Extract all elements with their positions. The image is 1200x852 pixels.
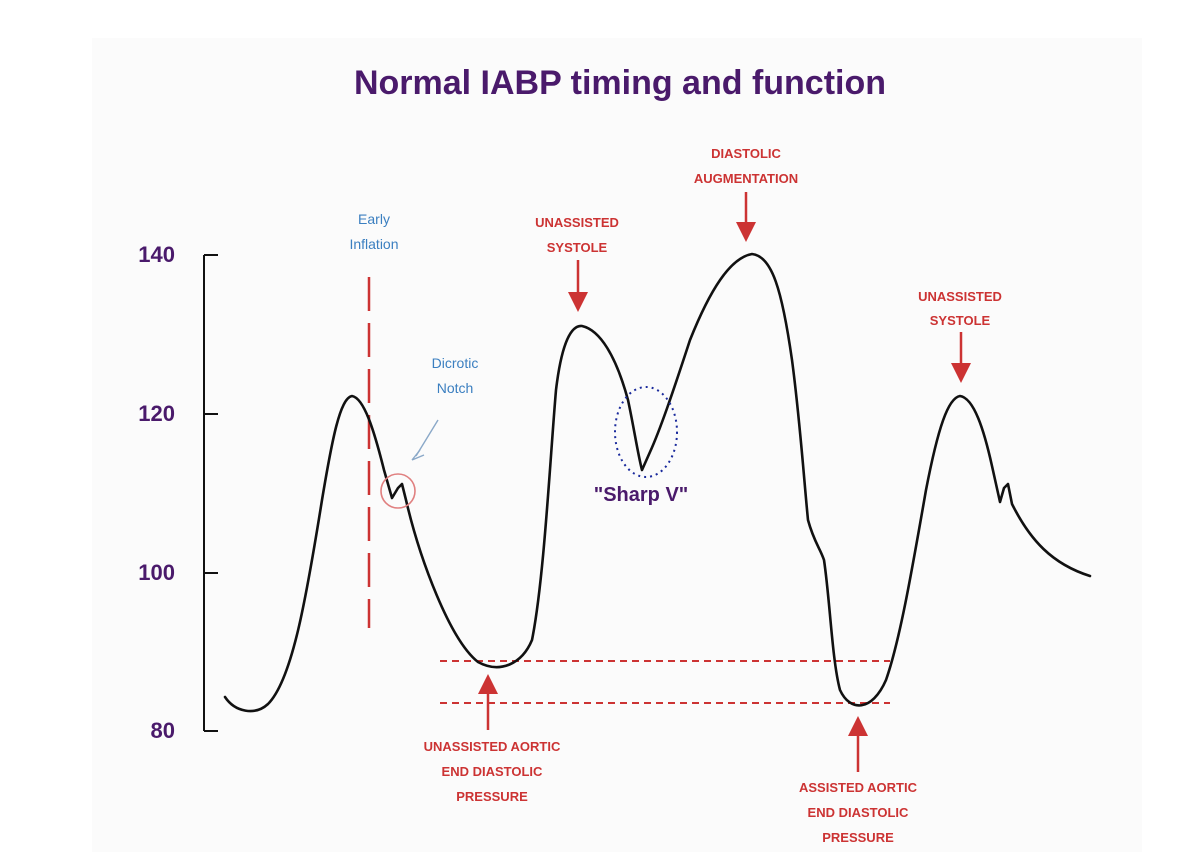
diastolic-augmentation-label-line2: AUGMENTATION: [694, 171, 798, 186]
early-inflation-label-line1: Early: [358, 211, 390, 227]
assisted-edp-label-line1: ASSISTED AORTIC: [799, 780, 918, 795]
unassisted-systole-1-label-line1: UNASSISTED: [535, 215, 619, 230]
diagram-title: Normal IABP timing and function: [354, 64, 886, 102]
arterial-pressure-waveform: [223, 252, 1092, 713]
dicrotic-notch-circle: [380, 473, 416, 509]
sharp-v-dotted-ellipse: [614, 386, 678, 478]
diastolic-augmentation-label-line1: DIASTOLIC: [711, 146, 781, 161]
sharp-v-label: "Sharp V": [594, 484, 689, 506]
unassisted-systole-2-label-line1: UNASSISTED: [918, 289, 1002, 304]
assisted-edp-label-line2: END DIASTOLIC: [808, 805, 909, 820]
unassisted-systole-1-label-line2: SYSTOLE: [547, 240, 608, 255]
dicrotic-notch-label-line1: Dicrotic: [432, 355, 479, 371]
dicrotic-notch-arrowhead: [411, 449, 425, 461]
unassisted-systole-2-label-line2: SYSTOLE: [930, 313, 991, 328]
diagram-panel: [92, 38, 1142, 852]
unassisted-edp-label-line1: UNASSISTED AORTIC: [424, 739, 561, 754]
unassisted-edp-label-line2: END DIASTOLIC: [442, 764, 543, 779]
y-tick-label-140: 140: [138, 242, 175, 267]
unassisted-edp-label-line3: PRESSURE: [456, 789, 528, 804]
early-inflation-label-line2: Inflation: [349, 236, 398, 252]
y-tick-label-100: 100: [138, 560, 175, 585]
assisted-edp-label-line3: PRESSURE: [822, 830, 894, 845]
y-tick-label-120: 120: [138, 401, 175, 426]
y-tick-label-80: 80: [151, 718, 175, 743]
dicrotic-notch-label-line2: Notch: [437, 380, 474, 396]
